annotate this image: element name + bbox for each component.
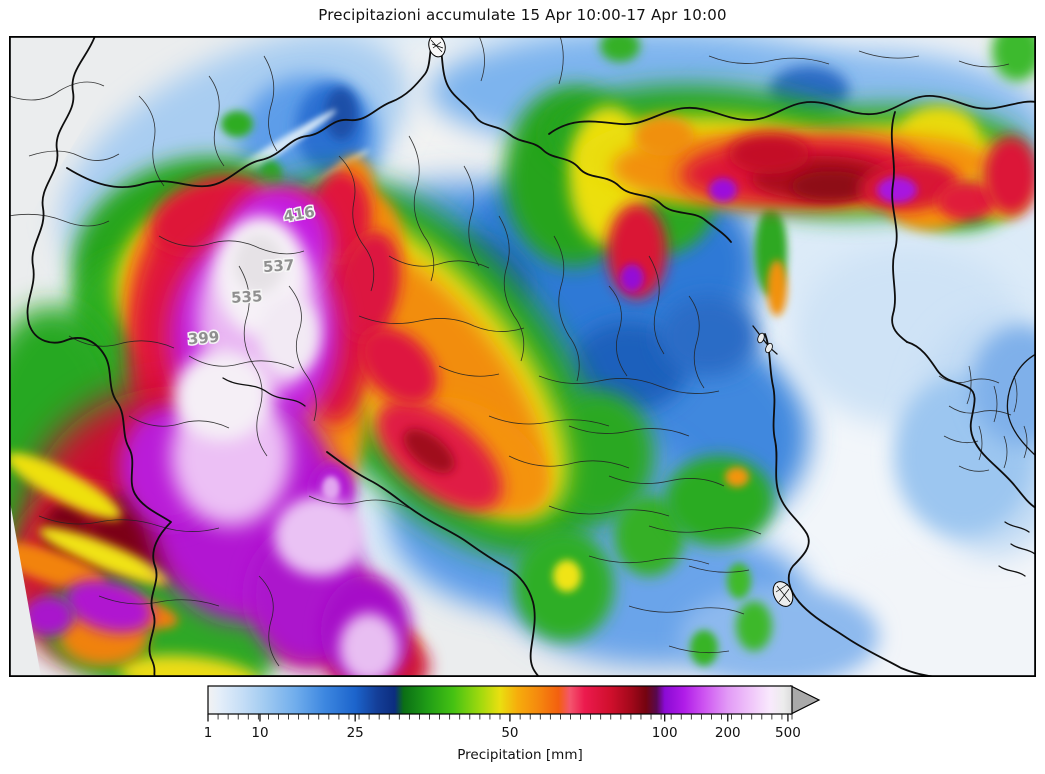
adriatic-coastline	[764, 333, 938, 677]
colorbar-tick-label: 200	[715, 725, 741, 741]
colorbar-overflow-arrow	[790, 685, 821, 715]
istria-coastline	[906, 341, 1036, 509]
po-delta-lagoon	[772, 581, 794, 607]
alpine-lake	[428, 36, 446, 58]
colorbar: 1 10 25 50 100 200 500 Precipitation [mm]	[204, 685, 821, 763]
colorbar-axis-label: Precipitation [mm]	[457, 747, 583, 763]
radar-range-mask	[9, 36, 139, 677]
colorbar-tick-label: 25	[347, 725, 364, 741]
peak-value-label: 399	[187, 328, 220, 349]
peak-value-label: 535	[231, 287, 263, 307]
colorbar-ticks: 1 10 25 50 100 200 500	[204, 714, 801, 741]
colorbar-tick-label: 10	[251, 725, 268, 741]
colorbar-tick-label: 1	[204, 725, 213, 741]
province-borders	[9, 36, 1028, 667]
venice-lagoon	[752, 325, 778, 355]
peak-value-label: 537	[262, 256, 294, 276]
ligurian-coastline	[326, 451, 540, 677]
colorbar-gradient-bar	[207, 685, 793, 715]
colorbar-tick-label: 50	[501, 725, 518, 741]
colorbar-tick-label: 500	[775, 725, 801, 741]
colorbar-tick-label: 100	[652, 725, 678, 741]
colorbar-minor-ticks	[207, 714, 793, 720]
national-borders	[26, 36, 1036, 677]
map-frame	[9, 36, 1036, 677]
page-title: Precipitazioni accumulate 15 Apr 10:00-1…	[318, 6, 727, 24]
